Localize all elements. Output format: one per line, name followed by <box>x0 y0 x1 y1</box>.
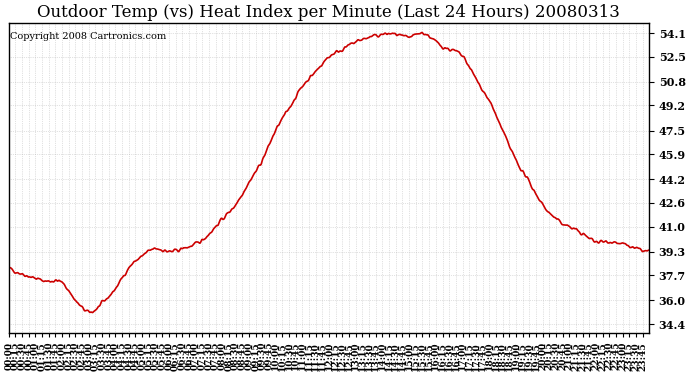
Text: Copyright 2008 Cartronics.com: Copyright 2008 Cartronics.com <box>10 32 166 41</box>
Title: Outdoor Temp (vs) Heat Index per Minute (Last 24 Hours) 20080313: Outdoor Temp (vs) Heat Index per Minute … <box>37 4 620 21</box>
